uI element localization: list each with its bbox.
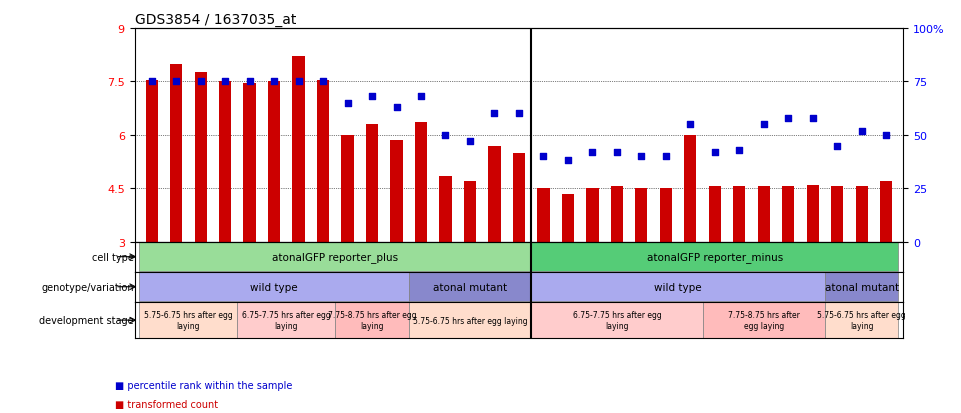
FancyBboxPatch shape (139, 243, 531, 271)
Bar (341, 135, 354, 242)
FancyBboxPatch shape (408, 303, 531, 338)
Text: wild type: wild type (250, 282, 298, 292)
Bar (782, 187, 795, 242)
FancyBboxPatch shape (531, 273, 825, 301)
Bar (439, 176, 452, 242)
Bar (880, 182, 893, 242)
Text: atonal mutant: atonal mutant (432, 282, 507, 292)
Point (511, 111, 527, 117)
Text: atonalGFP reporter_minus: atonalGFP reporter_minus (647, 252, 783, 263)
Text: 6.75-7.75 hrs after egg
laying: 6.75-7.75 hrs after egg laying (242, 311, 331, 330)
Bar (684, 135, 697, 242)
Text: GDS3854 / 1637035_at: GDS3854 / 1637035_at (135, 12, 296, 26)
Point (389, 104, 405, 111)
Point (780, 115, 796, 122)
FancyBboxPatch shape (531, 303, 702, 338)
Point (805, 115, 821, 122)
Point (242, 79, 258, 85)
Point (364, 94, 380, 100)
Bar (757, 187, 770, 242)
FancyBboxPatch shape (825, 273, 899, 301)
Text: 5.75-6.75 hrs after egg
laying: 5.75-6.75 hrs after egg laying (144, 311, 233, 330)
Point (291, 79, 307, 85)
FancyBboxPatch shape (237, 303, 335, 338)
Bar (586, 189, 599, 242)
FancyBboxPatch shape (531, 243, 899, 271)
FancyBboxPatch shape (335, 303, 408, 338)
FancyBboxPatch shape (139, 303, 237, 338)
Point (584, 149, 600, 156)
Bar (537, 189, 550, 242)
Bar (855, 187, 868, 242)
Bar (194, 74, 207, 242)
Bar (243, 84, 256, 242)
Point (633, 154, 649, 160)
Point (535, 154, 551, 160)
FancyBboxPatch shape (702, 303, 825, 338)
Bar (317, 81, 330, 242)
Point (756, 121, 772, 128)
Point (266, 79, 282, 85)
FancyBboxPatch shape (408, 273, 531, 301)
FancyBboxPatch shape (139, 273, 408, 301)
Bar (219, 82, 232, 242)
Text: ■ transformed count: ■ transformed count (115, 399, 218, 409)
Point (462, 139, 478, 145)
Point (168, 79, 184, 85)
Point (487, 111, 503, 117)
Text: wild type: wild type (654, 282, 702, 292)
Text: cell type: cell type (92, 252, 134, 262)
Point (878, 132, 894, 139)
Text: development stage: development stage (39, 316, 134, 325)
Point (682, 121, 698, 128)
Text: 7.75-8.75 hrs after
egg laying: 7.75-8.75 hrs after egg laying (727, 311, 800, 330)
Point (854, 128, 870, 135)
Point (217, 79, 233, 85)
Bar (708, 187, 721, 242)
Bar (611, 187, 623, 242)
Bar (562, 194, 574, 242)
Point (413, 94, 429, 100)
Text: 5.75-6.75 hrs after egg
laying: 5.75-6.75 hrs after egg laying (818, 311, 906, 330)
Point (315, 79, 331, 85)
Bar (733, 187, 746, 242)
Bar (831, 187, 844, 242)
Point (193, 79, 209, 85)
Bar (268, 82, 281, 242)
Bar (464, 182, 476, 242)
Bar (415, 123, 427, 242)
Bar (145, 81, 158, 242)
Point (438, 132, 454, 139)
Bar (488, 146, 501, 242)
Text: 6.75-7.75 hrs after egg
laying: 6.75-7.75 hrs after egg laying (573, 311, 661, 330)
Bar (806, 185, 819, 242)
Text: ■ percentile rank within the sample: ■ percentile rank within the sample (115, 380, 293, 390)
Point (144, 79, 160, 85)
Bar (366, 125, 379, 242)
Point (609, 149, 625, 156)
Text: atonalGFP reporter_plus: atonalGFP reporter_plus (272, 252, 399, 263)
Point (707, 149, 723, 156)
Text: atonal mutant: atonal mutant (825, 282, 899, 292)
FancyBboxPatch shape (825, 303, 899, 338)
Bar (292, 57, 305, 242)
Text: 7.75-8.75 hrs after egg
laying: 7.75-8.75 hrs after egg laying (328, 311, 416, 330)
Bar (635, 189, 648, 242)
Point (560, 158, 576, 164)
Bar (659, 189, 672, 242)
Point (340, 100, 356, 107)
Point (731, 147, 747, 154)
Text: 5.75-6.75 hrs after egg laying: 5.75-6.75 hrs after egg laying (412, 316, 528, 325)
Text: genotype/variation: genotype/variation (41, 282, 134, 292)
Point (658, 154, 674, 160)
Point (829, 143, 845, 150)
Bar (390, 141, 403, 242)
Bar (170, 64, 183, 242)
Bar (513, 153, 525, 242)
